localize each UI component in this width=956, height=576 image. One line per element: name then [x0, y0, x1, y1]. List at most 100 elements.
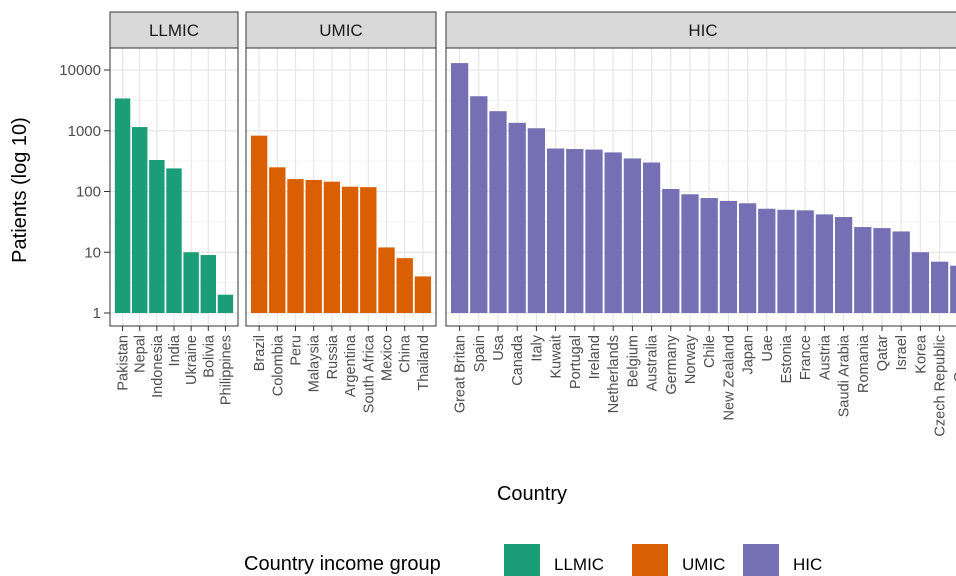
bar-india [166, 168, 182, 313]
bar-italy [527, 128, 546, 313]
bar-romania [854, 227, 872, 313]
bar-canada [508, 122, 526, 314]
bar-usa [489, 111, 507, 314]
x-tick-label: Czech Republic [933, 335, 949, 437]
x-tick-label: Argentina [343, 334, 359, 397]
x-tick-label: Japan [741, 335, 757, 375]
bar-germany [662, 188, 680, 313]
y-tick-label: 10000 [59, 62, 101, 79]
bar-kuwait [546, 148, 565, 313]
x-tick-label: Usa [491, 334, 507, 361]
x-tick-label: India [167, 334, 183, 366]
x-tick-label: Philippines [218, 335, 234, 405]
bar-pakistan [114, 98, 131, 314]
bar-qatar [873, 228, 891, 313]
x-tick-label: Peru [289, 335, 305, 366]
bar-spain [470, 96, 488, 313]
facet-strip [445, 11, 956, 49]
y-tick-label: 1000 [68, 123, 101, 140]
y-tick-label: 1 [93, 305, 101, 322]
bar-south-africa [360, 187, 377, 313]
x-tick-label: Ukraine [184, 335, 200, 385]
x-tick-label: New Zealand [721, 335, 737, 420]
bar-saudi-arabia [834, 217, 853, 313]
bar-portugal [566, 149, 584, 313]
x-tick-label: Bolivia [201, 334, 217, 378]
x-tick-label: Austria [817, 334, 833, 380]
x-tick-label: Uae [760, 335, 776, 362]
bar-korea [911, 252, 930, 313]
x-tick-label: Kuwait [549, 335, 565, 379]
x-tick-label: Saudi Arabia [837, 334, 853, 417]
bar-netherlands [604, 152, 622, 313]
bar-chile [700, 198, 718, 313]
legend: Country income group LLMIC UMIC HIC [244, 544, 822, 576]
x-tick-label: Israel [894, 335, 910, 370]
bar-australia [642, 162, 661, 313]
facet-llmic: LLMIC Pakistan Nepal Indonesia India Ukraine B… [109, 11, 239, 405]
y-tick-label: 100 [76, 184, 101, 201]
bar-norway [681, 194, 699, 313]
bar-japan [738, 203, 757, 313]
bar-great-britan [450, 63, 469, 313]
bar-israel [892, 231, 910, 313]
facet-hic: HIC Great Britan Spain Usa Canada Italy Kuwait… [445, 11, 956, 437]
y-axis-title: Patients (log 10) [9, 117, 31, 263]
x-tick-label: Thailand [416, 335, 432, 391]
bar-ukraine [183, 252, 199, 313]
bar-new-zealand [719, 200, 738, 313]
bar-brazil [250, 135, 268, 313]
bar-nepal [132, 127, 148, 313]
x-tick-label: Malaysia [307, 334, 323, 392]
x-tick-label: Ireland [587, 335, 603, 379]
bar-estonia [777, 209, 795, 313]
legend-swatch-hic [743, 544, 779, 576]
facet-strip-label: UMIC [319, 21, 362, 40]
y-tick-label: 10 [84, 244, 101, 261]
x-tick-label: Indonesia [150, 334, 166, 398]
x-tick-label: Korea [913, 334, 929, 374]
x-axis-title: Country [497, 483, 567, 505]
legend-label-hic: HIC [793, 555, 822, 574]
bar-austria [815, 214, 834, 313]
legend-label-llmic: LLMIC [554, 555, 604, 574]
bar-philippines [217, 294, 234, 313]
bar-peru [287, 179, 304, 313]
legend-title: Country income group [244, 553, 441, 575]
x-tick-label: Pakistan [116, 335, 132, 391]
x-tick-label: Colombia [270, 334, 286, 396]
legend-swatch-llmic [504, 544, 540, 576]
x-tick-label: South Africa [361, 334, 377, 413]
bar-france [796, 210, 814, 313]
x-tick-label: Nepal [133, 335, 149, 373]
x-tick-label: Russia [325, 334, 341, 379]
x-tick-label: Belgium [625, 335, 641, 387]
facet-umic: UMIC Brazil Colombia Peru Malaysia Russia Arge… [245, 11, 437, 413]
bar-malaysia [305, 179, 322, 313]
bar-bolivia [200, 255, 216, 313]
x-tick-label: Mexico [380, 335, 396, 381]
legend-label-umic: UMIC [682, 555, 725, 574]
bar-china [396, 258, 413, 313]
x-tick-label: Brazil [252, 335, 268, 371]
legend-swatch-umic [632, 544, 668, 576]
bar-czech-republic [930, 261, 949, 313]
facet-strip-label: HIC [688, 21, 717, 40]
bar-belgium [623, 158, 642, 313]
x-tick-label: Norway [683, 334, 699, 384]
bar-russia [323, 181, 341, 313]
x-tick-label: Australia [645, 334, 661, 391]
x-tick-label: Great Britan [453, 335, 469, 413]
bar-uae [758, 208, 776, 313]
panel-border [445, 47, 956, 327]
x-tick-label: Portugal [568, 335, 584, 389]
x-tick-label: Chile [702, 335, 718, 368]
panel-border [245, 47, 437, 327]
x-tick-label: China [398, 334, 414, 373]
x-tick-label: Romania [856, 334, 872, 393]
facet-strip [109, 11, 239, 49]
facet-strip-label: LLMIC [149, 21, 199, 40]
x-tick-label: Greece [952, 335, 956, 383]
x-tick-label: Germany [664, 334, 680, 394]
